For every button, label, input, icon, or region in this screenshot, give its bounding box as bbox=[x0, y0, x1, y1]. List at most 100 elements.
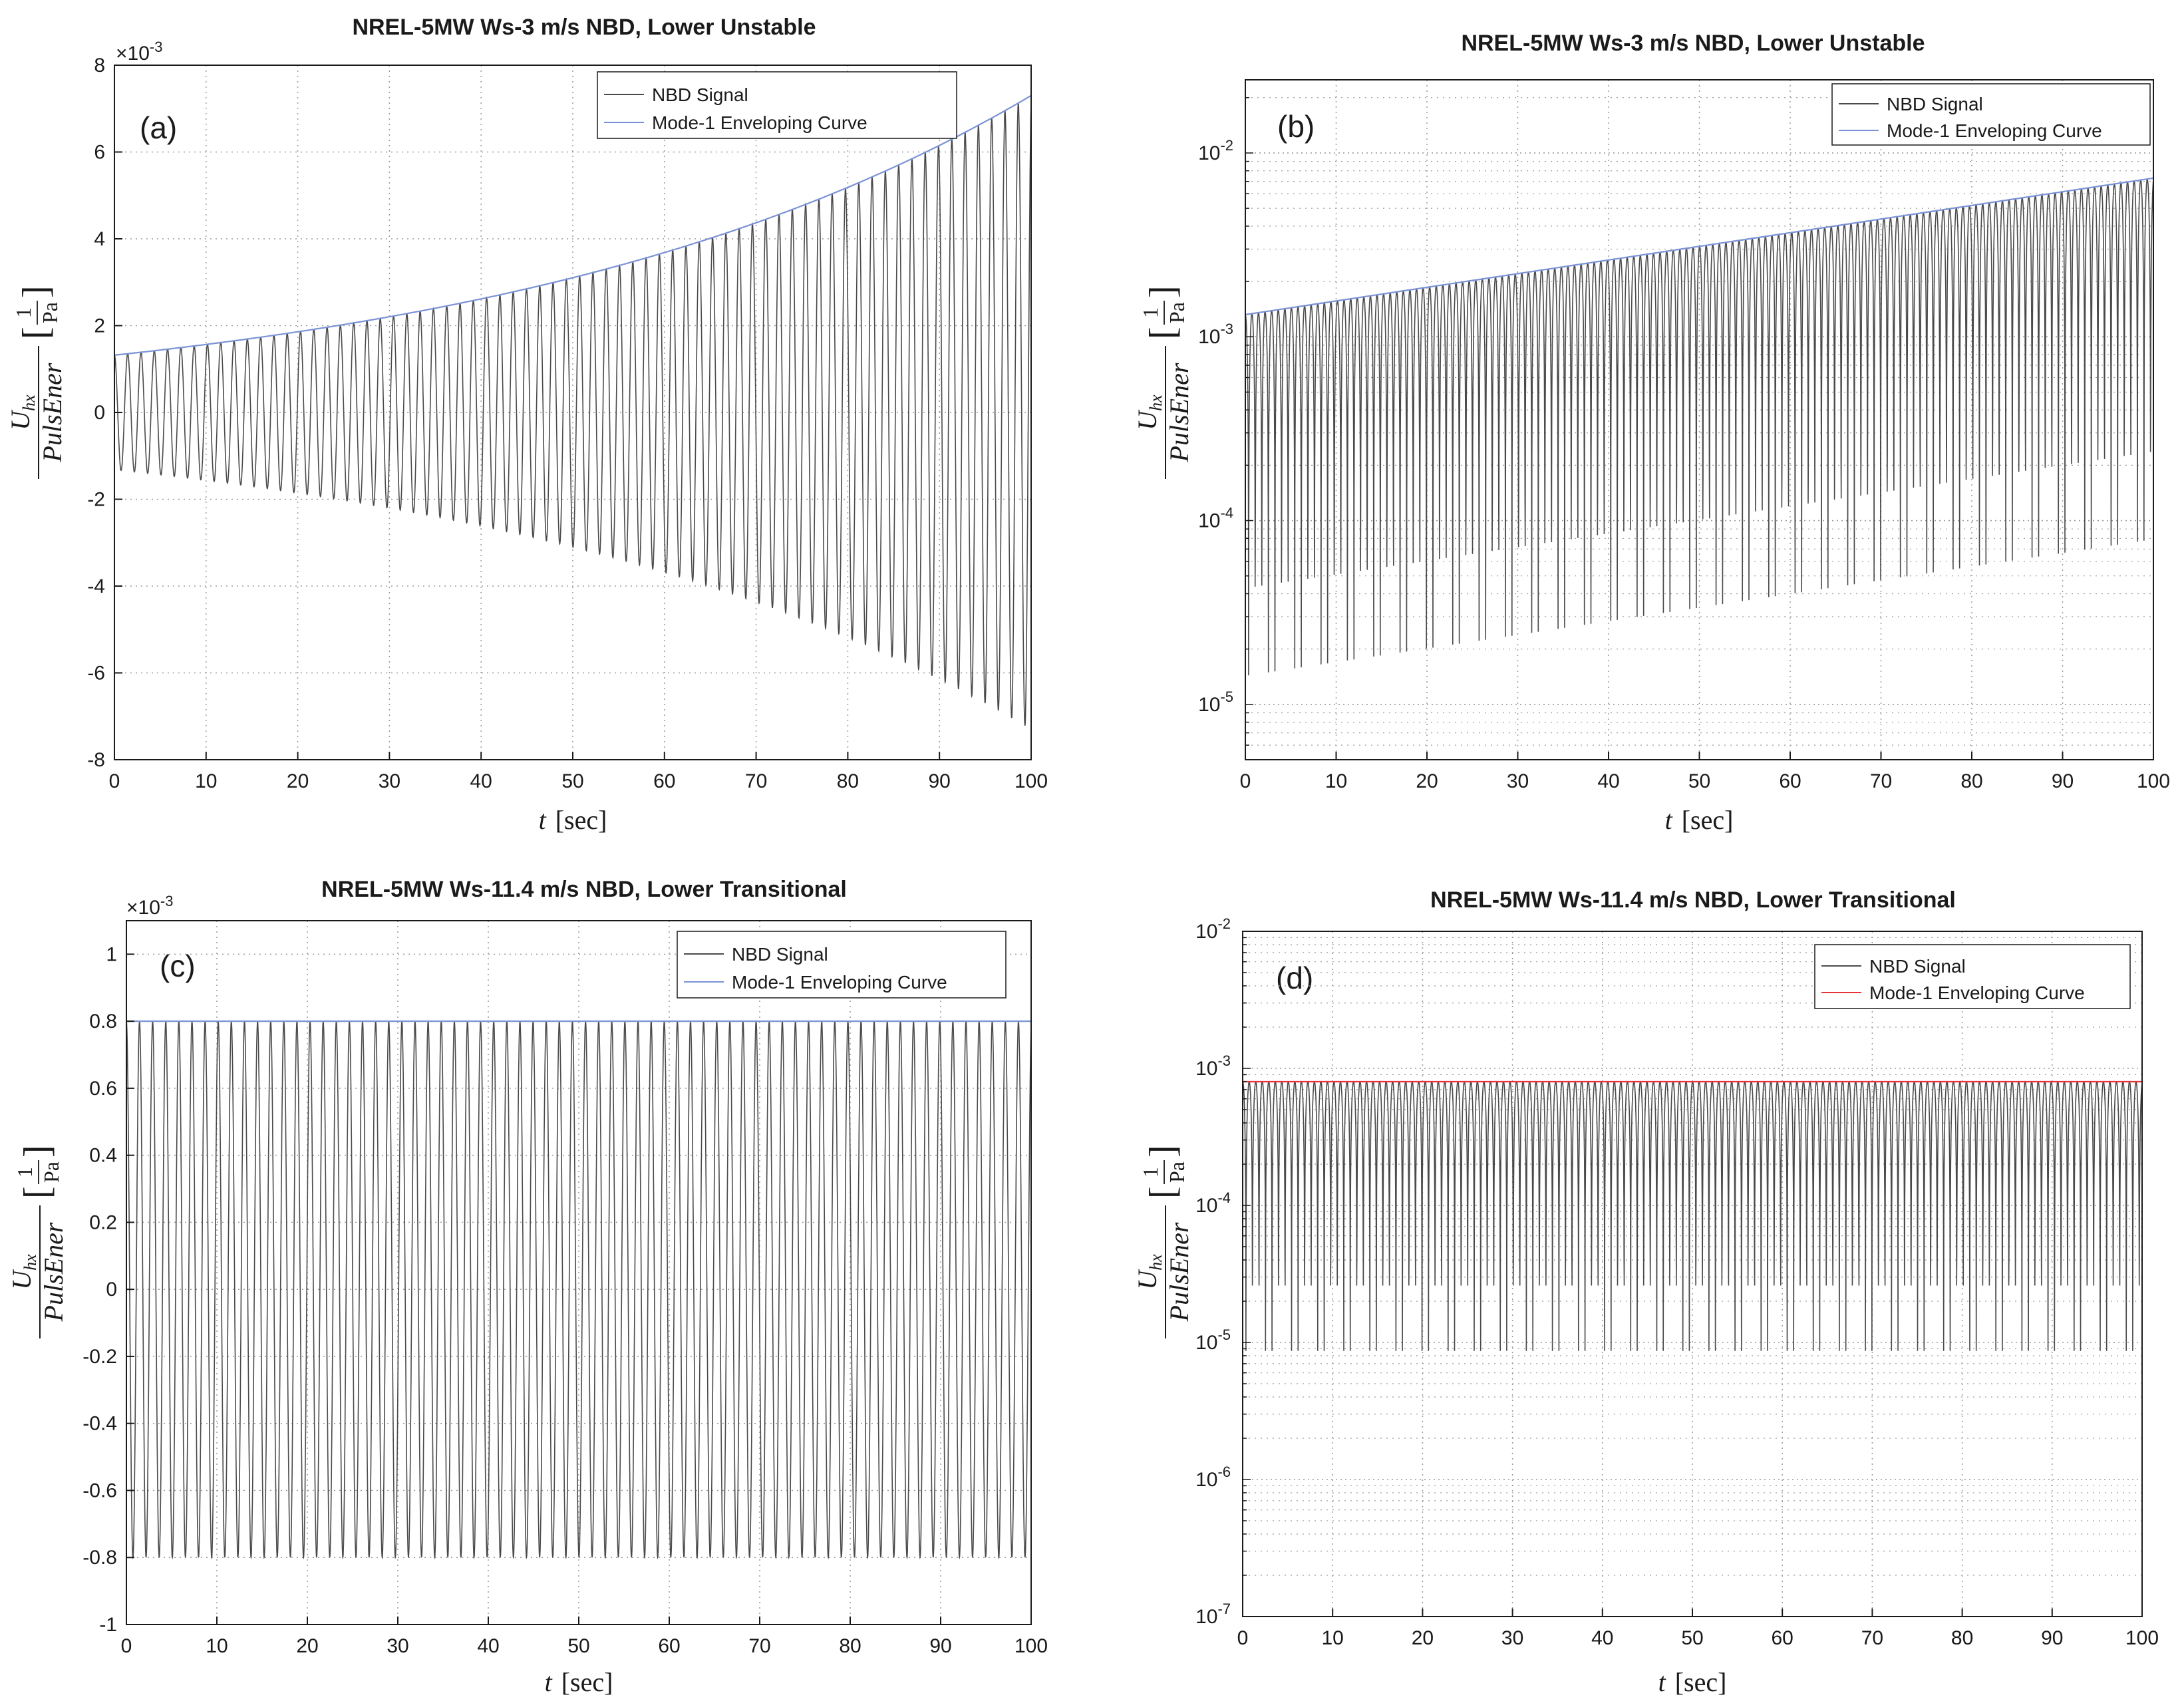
x-tick-label: 90 bbox=[2041, 1627, 2063, 1649]
y-label-unit-den-a: Pa bbox=[38, 302, 62, 323]
y-tick-label: -0.4 bbox=[82, 1413, 117, 1435]
y-tick-label: 8 bbox=[94, 55, 105, 77]
panel-label-c: (c) bbox=[160, 949, 196, 983]
y-label-unit-num-d: 1 bbox=[1138, 1167, 1162, 1177]
x-tick-label: 50 bbox=[567, 1635, 589, 1657]
legend-a: NBD Signal Mode-1 Enveloping Curve bbox=[597, 71, 957, 139]
y-label-unit-num-a: 1 bbox=[11, 307, 35, 318]
ticks-c: 0 10 20 30 40 50 60 70 80 90 100-1-0.8-0.6-0.4-0.2… bbox=[82, 943, 1048, 1657]
x-tick-label: 40 bbox=[1591, 1627, 1613, 1649]
mode1-envelope-line bbox=[1245, 177, 2154, 315]
x-tick-label: 80 bbox=[839, 1635, 861, 1657]
legend-entry-signal-d: NBD Signal bbox=[1869, 956, 1966, 977]
y-tick-label: 10-3 bbox=[1198, 321, 1233, 348]
x-tick-label: 100 bbox=[2137, 770, 2170, 792]
y-tick-label: 0 bbox=[94, 402, 105, 424]
y-tick-label: -0.2 bbox=[82, 1346, 117, 1368]
y-label-denominator-a: PulsEner bbox=[37, 363, 67, 462]
y-label-bracket-open-a: [ bbox=[15, 327, 57, 339]
chart-title-c: NREL-5MW Ws-11.4 m/s NBD, Lower Transiti… bbox=[321, 877, 847, 902]
y-label-denominator-c: PulsEner bbox=[39, 1222, 69, 1322]
x-tick-label: 90 bbox=[929, 770, 951, 792]
legend-entry-signal-c: NBD Signal bbox=[732, 944, 828, 965]
x-tick-label: 50 bbox=[1688, 770, 1710, 792]
legend-box-a bbox=[597, 71, 957, 139]
y-tick-label: 10-3 bbox=[1195, 1052, 1231, 1080]
x-tick-label: 80 bbox=[1960, 770, 1982, 792]
y-label-numerator-d: Uhx bbox=[1132, 1254, 1166, 1290]
x-tick-label: 0 bbox=[121, 1635, 132, 1657]
y-label-bracket-close-d: ] bbox=[1142, 1145, 1183, 1158]
x-tick-label: 10 bbox=[195, 770, 217, 792]
legend-entry-envelope-b: Mode-1 Enveloping Curve bbox=[1887, 120, 2102, 141]
ticks-d: 0 10 20 30 40 50 60 70 80 90 100 10-7 10-6 10-5 10-4 10… bbox=[1195, 915, 2159, 1649]
x-tick-label: 100 bbox=[2125, 1627, 2159, 1649]
x-tick-label: 20 bbox=[1416, 770, 1438, 792]
y-tick-label: 10-4 bbox=[1198, 505, 1233, 532]
x-axis-label-a: t [sec] bbox=[539, 805, 607, 835]
x-tick-label: 0 bbox=[1240, 770, 1251, 792]
x-tick-label: 10 bbox=[206, 1635, 228, 1657]
plot-area-a bbox=[114, 94, 1032, 726]
y-axis-label-a: Uhx PulsEner [ 1 Pa ] bbox=[5, 285, 67, 479]
x-tick-label: 70 bbox=[748, 1635, 770, 1657]
y-axis-label-d: Uhx PulsEner [ 1 Pa ] bbox=[1132, 1145, 1194, 1338]
y-label-denominator-b: PulsEner bbox=[1164, 363, 1194, 462]
legend-entry-signal-a: NBD Signal bbox=[652, 84, 748, 105]
panel-label-b: (b) bbox=[1277, 109, 1315, 144]
y-tick-label: 0 bbox=[106, 1279, 117, 1301]
y-label-bracket-open-c: [ bbox=[17, 1186, 58, 1199]
y-tick-label: -0.8 bbox=[82, 1547, 117, 1569]
ticks-b: 0 10 20 30 40 50 60 70 80 90 100 10-5 10-4 10-3 10-2 bbox=[1198, 97, 2170, 792]
y-tick-label: 0.6 bbox=[89, 1078, 117, 1100]
y-label-bracket-close-a: ] bbox=[15, 285, 57, 298]
plot-area-d bbox=[1242, 1080, 2143, 1351]
ticks-a: 0 10 20 30 40 50 60 70 80 90 100 -8 -6 -4 -2 0 2 4 6 8 bbox=[87, 55, 1048, 792]
y-label-unit-num-c: 1 bbox=[13, 1167, 37, 1177]
y-tick-label: -4 bbox=[87, 575, 105, 597]
chart-panel-c: NREL-5MW Ws-11.4 m/s NBD, Lower Transiti… bbox=[7, 877, 1048, 1697]
grid-a bbox=[114, 65, 1031, 760]
legend-c: NBD Signal Mode-1 Enveloping Curve bbox=[677, 931, 1007, 999]
y-label-denominator-d: PulsEner bbox=[1164, 1222, 1194, 1322]
y-tick-label: -1 bbox=[99, 1614, 117, 1636]
chart-title-d: NREL-5MW Ws-11.4 m/s NBD, Lower Transiti… bbox=[1430, 887, 1956, 913]
y-tick-label: 10-5 bbox=[1198, 689, 1233, 716]
legend-entry-envelope-a: Mode-1 Enveloping Curve bbox=[652, 112, 867, 133]
legend-b: NBD Signal Mode-1 Enveloping Curve bbox=[1831, 83, 2151, 146]
y-tick-label: 10-2 bbox=[1198, 137, 1233, 164]
plot-area-c bbox=[126, 1020, 1032, 1560]
legend-entry-envelope-c: Mode-1 Enveloping Curve bbox=[732, 972, 947, 993]
x-tick-label: 0 bbox=[1237, 1627, 1249, 1649]
x-tick-label: 40 bbox=[477, 1635, 499, 1657]
y-tick-label: -2 bbox=[87, 489, 105, 511]
x-tick-label: 20 bbox=[287, 770, 309, 792]
x-tick-label: 30 bbox=[387, 1635, 408, 1657]
x-tick-label: 60 bbox=[1772, 1627, 1794, 1649]
chart-panel-a: NREL-5MW Ws-3 m/s NBD, Lower Unstable ×1… bbox=[5, 15, 1048, 835]
legend-entry-signal-b: NBD Signal bbox=[1887, 94, 1983, 114]
mode1-envelope-line bbox=[114, 94, 1032, 356]
y-label-numerator-a: Uhx bbox=[5, 394, 39, 430]
x-tick-label: 30 bbox=[379, 770, 400, 792]
legend-box-d bbox=[1814, 944, 2131, 1009]
x-tick-label: 100 bbox=[1014, 1635, 1048, 1657]
x-tick-label: 20 bbox=[296, 1635, 318, 1657]
grid-d bbox=[1243, 931, 2142, 1617]
y-label-bracket-open-b: [ bbox=[1142, 327, 1183, 339]
x-tick-label: 80 bbox=[1951, 1627, 1973, 1649]
y-tick-label: 0.8 bbox=[89, 1010, 117, 1032]
x-tick-label: 100 bbox=[1014, 770, 1048, 792]
y-label-unit-num-b: 1 bbox=[1138, 307, 1162, 318]
y-label-numerator-b: Uhx bbox=[1132, 394, 1166, 430]
y-tick-label: 6 bbox=[94, 142, 105, 164]
y-tick-label: -0.6 bbox=[82, 1479, 117, 1501]
plot-area-b bbox=[1245, 177, 2154, 676]
x-tick-label: 30 bbox=[1507, 770, 1529, 792]
x-tick-label: 10 bbox=[1325, 770, 1347, 792]
y-tick-label: 10-2 bbox=[1195, 915, 1231, 943]
y-label-unit-den-d: Pa bbox=[1165, 1162, 1189, 1183]
y-tick-label: 2 bbox=[94, 315, 105, 337]
y-axis-label-c: Uhx PulsEner [ 1 Pa ] bbox=[7, 1145, 69, 1338]
